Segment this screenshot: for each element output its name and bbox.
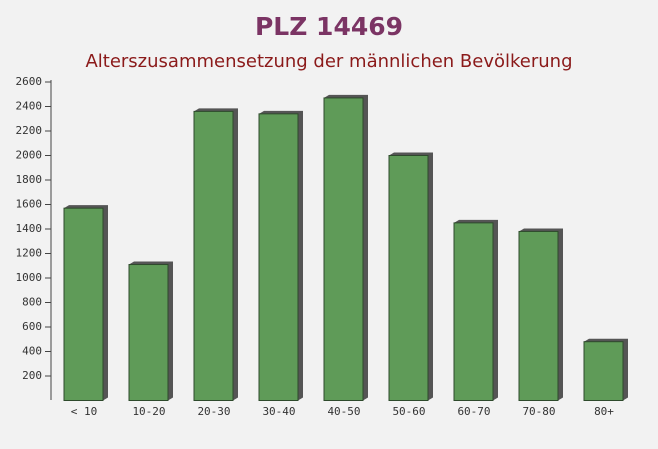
y-tick-label: 400 [22,345,42,358]
x-tick-label: 50-60 [392,405,425,418]
bar-shadow [584,338,628,401]
chart-title: PLZ 14469 [255,12,403,41]
y-tick-label: 1600 [16,198,43,211]
y-tick-label: 1200 [16,247,43,260]
chart-subtitle: Alterszusammensetzung der männlichen Bev… [85,51,572,72]
y-tick-label: 2600 [16,75,43,88]
y-tick-label: 2400 [16,100,43,113]
bar-shadow [324,94,368,401]
x-tick-label: < 10 [71,405,98,418]
y-tick-label: 1400 [16,222,43,235]
bar-shadow [194,108,238,401]
bar-shadow [519,228,563,401]
x-tick-label: 70-80 [522,405,555,418]
x-tick-label: 80+ [594,405,614,418]
y-tick-label: 200 [22,369,42,382]
y-tick-label: 1800 [16,173,43,186]
y-tick-label: 600 [22,320,42,333]
bar [258,113,299,401]
x-tick-label: 20-30 [197,405,230,418]
y-tick-label: 2000 [16,149,43,162]
x-tick-label: 10-20 [132,405,165,418]
bar [63,207,104,401]
bar [583,341,624,402]
bar-shadow [129,261,173,401]
y-tick-label: 1000 [16,271,43,284]
y-tick-label: 800 [22,296,42,309]
bar-shadow [64,205,108,401]
bar [388,155,429,401]
bar [518,230,559,401]
bar-shadow [259,110,303,401]
x-tick-label: 60-70 [457,405,490,418]
bar-shadow [389,152,433,401]
y-tick-label: 2200 [16,124,43,137]
x-tick-label: 40-50 [327,405,360,418]
bar [453,222,494,401]
bar-shadow [454,219,498,401]
x-tick-label: 30-40 [262,405,295,418]
bar [128,264,169,401]
bar [193,110,234,402]
bar [323,97,364,402]
